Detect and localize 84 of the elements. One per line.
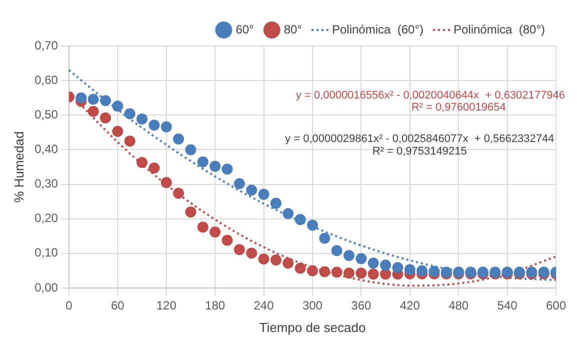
point — [368, 258, 379, 269]
legend-label: 60° — [236, 22, 254, 36]
x-tick-label: 60 — [110, 298, 125, 313]
point — [222, 164, 233, 175]
point — [368, 268, 379, 280]
point — [319, 266, 330, 278]
annotation: R² = 0,9760019654 — [411, 102, 506, 114]
point — [222, 234, 233, 246]
point — [356, 253, 367, 264]
point — [148, 162, 160, 174]
point — [234, 244, 245, 256]
point — [270, 198, 282, 209]
x-tick-label: 480 — [448, 298, 469, 313]
y-tick-label: 0,40 — [34, 142, 58, 156]
x-tick-label: 360 — [351, 298, 372, 313]
x-tick-label: 540 — [497, 298, 518, 313]
point — [331, 245, 342, 256]
x-axis-title: Tiempo de secado — [259, 320, 366, 335]
y-tick-label: 0,10 — [34, 246, 58, 260]
y-tick-label: 0,30 — [34, 176, 58, 191]
annotation: y = 0,0000016556x² - 0,0020040644x + 0,6302177946 — [296, 90, 566, 102]
point — [112, 126, 124, 137]
point — [173, 133, 184, 144]
x-tick-label: 0 — [66, 298, 73, 313]
y-axis-title: % Humedad — [11, 131, 26, 203]
legend-label: Polinómica (60°) — [332, 22, 424, 36]
y-tick-label: 0,20 — [34, 211, 58, 226]
point — [282, 258, 294, 269]
point — [76, 92, 87, 104]
point — [246, 248, 258, 259]
x-tick-label: 180 — [205, 298, 226, 313]
point — [258, 188, 270, 200]
annotation: y = 0,0000029861x² - 0,0025846077x + 0,5662332744 — [285, 133, 554, 146]
point — [173, 188, 184, 199]
point — [88, 94, 99, 105]
x-tick-label: 600 — [546, 298, 566, 313]
point — [416, 265, 428, 276]
y-tick-label: 0,70 — [34, 38, 58, 52]
point — [160, 121, 172, 132]
point — [294, 214, 306, 226]
point — [210, 226, 221, 238]
point — [136, 113, 148, 124]
point — [380, 260, 392, 271]
x-tick-label: 420 — [400, 298, 420, 313]
point — [197, 222, 208, 233]
point — [344, 250, 354, 262]
point — [392, 262, 404, 274]
point — [258, 253, 270, 264]
point — [282, 208, 294, 220]
point — [160, 177, 172, 188]
point — [294, 262, 306, 274]
legend-label: 80° — [284, 22, 302, 36]
x-tick-label: 120 — [156, 298, 177, 313]
y-tick-label: 0,60 — [34, 72, 58, 87]
point — [356, 268, 367, 279]
point — [234, 178, 245, 190]
x-tick-label: 240 — [254, 298, 274, 313]
y-tick-label: 0,50 — [34, 107, 58, 122]
point — [112, 100, 124, 112]
point — [185, 144, 196, 156]
point — [210, 160, 221, 172]
point — [306, 220, 318, 231]
point — [380, 268, 392, 280]
point — [124, 136, 136, 147]
point — [344, 268, 354, 279]
x-tick-label: 300 — [302, 298, 323, 313]
point — [124, 108, 136, 120]
y-tick-label: 0,00 — [34, 280, 58, 294]
point — [100, 95, 111, 106]
point — [428, 266, 440, 277]
point — [270, 254, 282, 266]
point — [100, 112, 111, 124]
point — [331, 266, 342, 278]
point — [404, 264, 416, 276]
point — [88, 106, 99, 117]
annotation: R² = 0,9753149215 — [372, 145, 467, 158]
point — [185, 206, 196, 218]
legend-label: Polinómica (80°) — [454, 22, 546, 36]
point — [148, 120, 160, 131]
point — [197, 156, 208, 168]
point — [246, 184, 258, 196]
point — [306, 265, 318, 276]
point — [319, 232, 330, 244]
point — [136, 157, 148, 168]
